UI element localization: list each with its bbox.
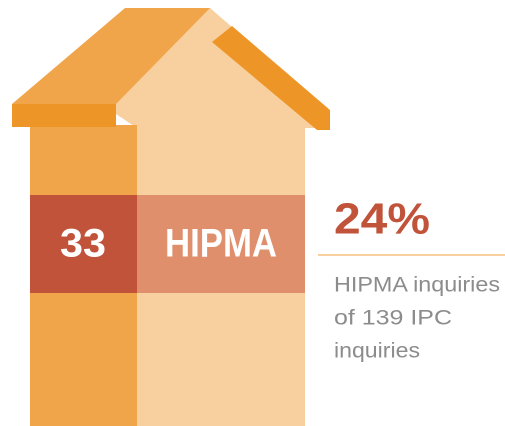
eave <box>12 104 116 127</box>
roof-stripe <box>212 26 330 130</box>
count: 33 <box>60 222 106 266</box>
description-line: inquiries <box>334 340 420 363</box>
band-count <box>30 195 137 293</box>
label: HIPMA <box>165 222 277 266</box>
band-label <box>137 195 305 293</box>
house <box>12 8 330 426</box>
description-line: of 139 IPC <box>334 307 452 330</box>
description-line: HIPMA inquiries <box>334 274 500 297</box>
roof-left <box>12 8 210 127</box>
percent: 24% <box>334 195 430 244</box>
